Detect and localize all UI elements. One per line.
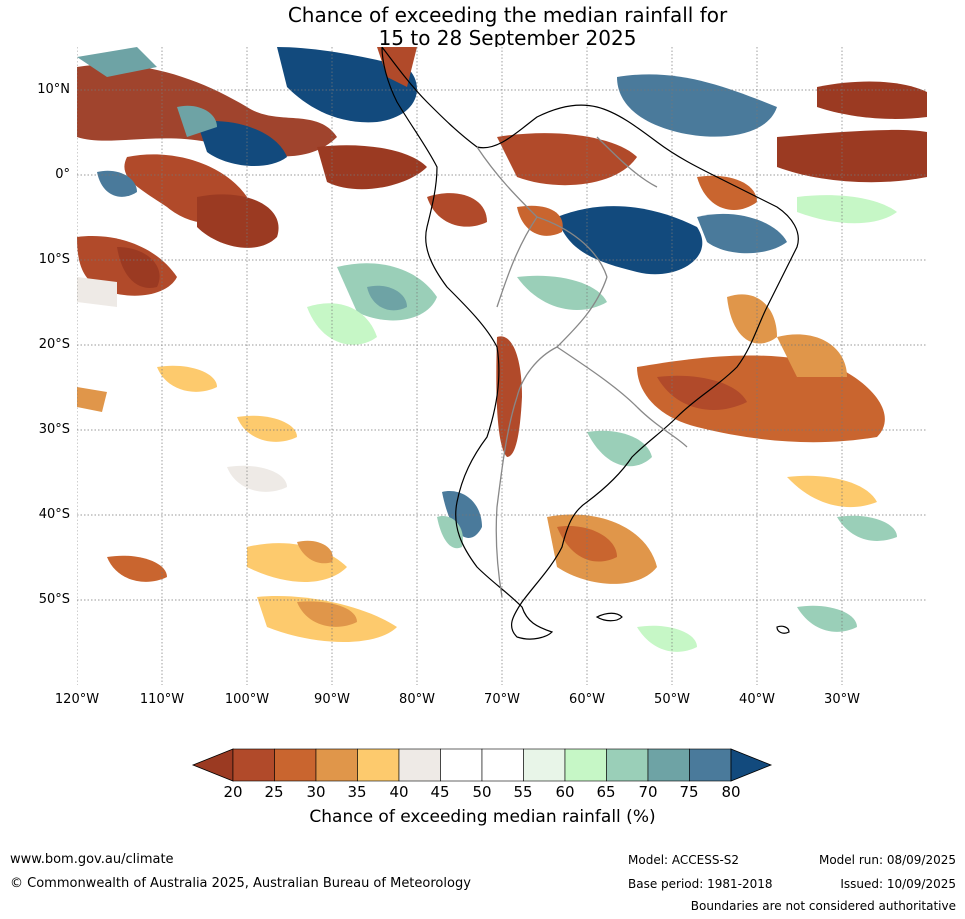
lat-label-20s: 20°S [38, 337, 70, 352]
legend-cell [357, 748, 400, 782]
legend-cell [398, 748, 441, 782]
legend-arrow-low [191, 748, 234, 782]
coastlines [381, 47, 799, 640]
lon-label-40w: 40°W [739, 692, 775, 707]
map-canvas [77, 47, 927, 685]
country-borders [476, 136, 688, 598]
lat-label-10s: 10°S [38, 252, 70, 267]
legend-tick: 75 [679, 783, 699, 801]
lon-label-30w: 30°W [824, 692, 860, 707]
legend-title: Chance of exceeding median rainfall (%) [309, 807, 656, 827]
disclaimer-text: Boundaries are not considered authoritat… [690, 899, 956, 913]
legend-cell [689, 748, 732, 782]
title-line-1: Chance of exceeding the median rainfall … [287, 3, 728, 27]
legend-cell [564, 748, 607, 782]
legend-cell [523, 748, 566, 782]
lon-label-60w: 60°W [569, 692, 605, 707]
legend-cell [274, 748, 317, 782]
legend-tick: 80 [721, 783, 741, 801]
title-line-2: 15 to 28 September 2025 [378, 26, 637, 50]
legend-tick: 55 [513, 783, 533, 801]
lat-label-30s: 30°S [38, 422, 70, 437]
legend-tick: 60 [555, 783, 575, 801]
lon-label-100w: 100°W [224, 692, 270, 707]
graticule [77, 47, 927, 685]
legend-cell [606, 748, 649, 782]
legend-tick: 70 [638, 783, 658, 801]
legend-tick: 35 [347, 783, 367, 801]
rainfall-map [77, 47, 927, 685]
legend-cell [232, 748, 275, 782]
lon-label-70w: 70°W [484, 692, 520, 707]
rainfall-patches [77, 47, 927, 652]
lon-label-120w: 120°W [54, 692, 100, 707]
legend-cell [481, 748, 524, 782]
map-title: Chance of exceeding the median rainfall … [0, 4, 965, 50]
legend-tick: 45 [430, 783, 450, 801]
lat-label-50s: 50°S [38, 592, 70, 607]
lat-label-10n: 10°N [37, 82, 70, 97]
issued-text: Issued: 10/09/2025 [840, 877, 956, 891]
legend-colorbar [191, 748, 773, 782]
legend-tick: 25 [264, 783, 284, 801]
model-run-text: Model run: 08/09/2025 [818, 853, 956, 867]
legend-tick: 40 [389, 783, 409, 801]
legend-arrow-high [730, 748, 773, 782]
lon-label-90w: 90°W [314, 692, 350, 707]
legend-cell [440, 748, 483, 782]
base-period-text: Base period: 1981-2018 [628, 877, 773, 891]
model-text: Model: ACCESS-S2 [628, 853, 740, 867]
lat-label-40s: 40°S [38, 507, 70, 522]
lon-label-80w: 80°W [399, 692, 435, 707]
website-link[interactable]: www.bom.gov.au/climate [10, 852, 174, 867]
legend-cell [315, 748, 358, 782]
lat-label-0: 0° [55, 167, 70, 182]
copyright-text: © Commonwealth of Australia 2025, Austra… [10, 876, 471, 891]
legend-tick: 65 [596, 783, 616, 801]
lon-label-110w: 110°W [139, 692, 185, 707]
legend-tick: 20 [223, 783, 243, 801]
legend-tick: 30 [306, 783, 326, 801]
lon-label-50w: 50°W [654, 692, 690, 707]
legend-cell [647, 748, 690, 782]
legend-tick: 50 [472, 783, 492, 801]
